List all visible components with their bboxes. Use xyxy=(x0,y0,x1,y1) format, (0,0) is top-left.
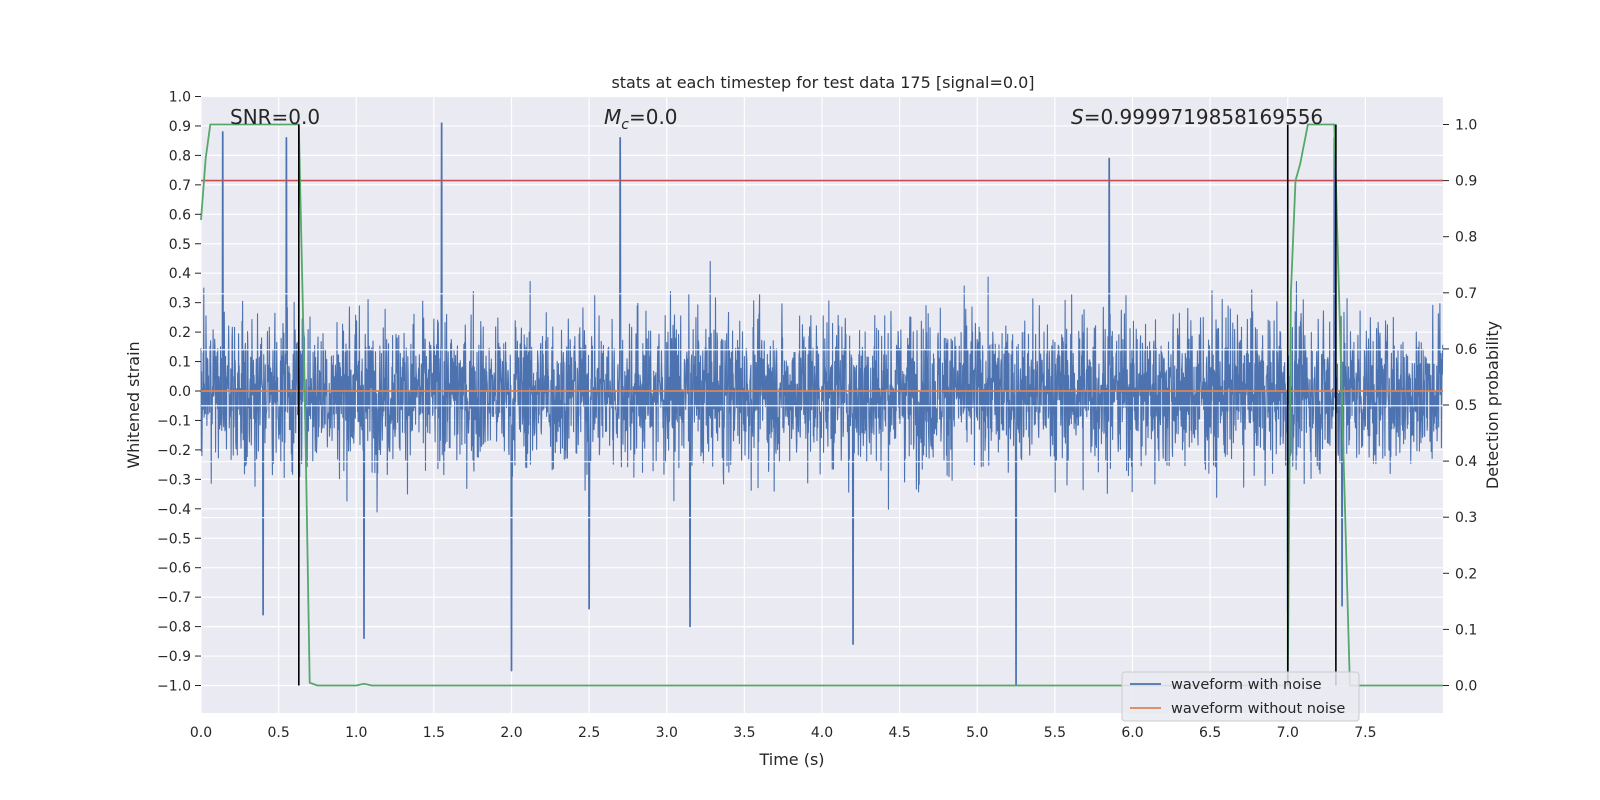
x-tick-label: 6.0 xyxy=(1121,725,1143,741)
y-tick-labels: 1.0 0.9 0.8 0.7 0.6 0.5 0.4 0.3 0.2 0.1 0.0 −0.1 −0.… xyxy=(157,90,201,695)
y2-tick-labels: 1.0 0.9 0.8 0.7 0.6 0.5 0.4 0.3 0.2 0.1 0.0 xyxy=(1443,118,1477,695)
y-tick-label: 0.6 xyxy=(169,207,191,223)
detection-probability-line xyxy=(200,123,1443,687)
chirp-mass-value: =0.0 xyxy=(629,105,678,129)
y-tick-label: 0.0 xyxy=(169,384,191,400)
legend: waveform with noise waveform without noi… xyxy=(1121,671,1360,722)
x-tick-label: 1.5 xyxy=(423,725,445,741)
y2-tick-label: 0.1 xyxy=(1455,622,1477,638)
y-tick-label: −1.0 xyxy=(157,679,191,695)
y-tick-label: 0.5 xyxy=(169,237,191,253)
y-tick-label: 0.8 xyxy=(169,148,191,164)
x-tick-label: 5.0 xyxy=(966,725,988,741)
x-tick-label: 2.0 xyxy=(500,725,522,741)
y-tick-label: 0.9 xyxy=(169,119,191,135)
score-value: =0.9999719858169556 xyxy=(1084,105,1323,129)
snr-annotation: SNR=0.0 xyxy=(230,105,320,129)
y2-axis-label: Detection probability xyxy=(1483,321,1502,489)
x-tick-label: 0.0 xyxy=(190,725,212,741)
y-tick-label: 0.1 xyxy=(169,355,191,371)
y2-tick-label: 1.0 xyxy=(1455,118,1477,134)
chart-title: stats at each timestep for test data 175… xyxy=(611,73,1034,92)
x-tick-label: 7.5 xyxy=(1354,725,1376,741)
x-tick-label: 0.5 xyxy=(267,725,289,741)
chirp-mass-subscript: c xyxy=(621,117,629,133)
x-tick-label: 6.5 xyxy=(1199,725,1221,741)
x-tick-label: 4.0 xyxy=(811,725,833,741)
y-tick-label: −0.5 xyxy=(157,531,191,547)
y-tick-label: −0.4 xyxy=(157,502,191,518)
chirp-mass-annotation: Mc=0.0 xyxy=(604,105,678,133)
series-waveform-with-noise xyxy=(200,122,1444,687)
y-tick-label: 0.2 xyxy=(169,325,191,341)
y-tick-label: −0.9 xyxy=(157,649,191,665)
y2-tick-label: 0.4 xyxy=(1455,454,1477,470)
y-axis-label: Whitened strain xyxy=(124,341,143,468)
y-tick-label: −0.7 xyxy=(157,590,191,606)
x-tick-label: 1.0 xyxy=(345,725,367,741)
y-tick-label: −0.6 xyxy=(157,561,191,577)
x-axis-label: Time (s) xyxy=(758,750,824,769)
y2-tick-label: 0.3 xyxy=(1455,510,1477,526)
score-symbol: S xyxy=(1071,105,1084,129)
legend-label-with-noise: waveform with noise xyxy=(1171,677,1322,693)
y-tick-label: −0.8 xyxy=(157,620,191,636)
x-tick-label: 7.0 xyxy=(1277,725,1299,741)
y-tick-label: −0.1 xyxy=(157,413,191,429)
x-tick-label: 2.5 xyxy=(578,725,600,741)
score-annotation: S=0.9999719858169556 xyxy=(1071,105,1323,129)
y2-tick-label: 0.2 xyxy=(1455,566,1477,582)
y2-tick-label: 0.5 xyxy=(1455,398,1477,414)
y2-tick-label: 0.7 xyxy=(1455,286,1477,302)
y2-tick-label: 0.0 xyxy=(1455,679,1477,695)
y-tick-label: 0.7 xyxy=(169,178,191,194)
y2-tick-label: 0.6 xyxy=(1455,342,1477,358)
series-lines xyxy=(200,123,1443,687)
legend-box xyxy=(1121,671,1360,722)
x-tick-label: 5.5 xyxy=(1044,725,1066,741)
x-tick-label: 4.5 xyxy=(888,725,910,741)
y-tick-label: 1.0 xyxy=(169,90,191,106)
y2-tick-label: 0.9 xyxy=(1455,174,1477,190)
x-tick-label: 3.0 xyxy=(656,725,678,741)
noise-trace xyxy=(200,122,1444,687)
y-tick-label: 0.3 xyxy=(169,296,191,312)
legend-label-without-noise: waveform without noise xyxy=(1171,701,1345,717)
y-tick-label: −0.3 xyxy=(157,472,191,488)
chirp-mass-symbol: M xyxy=(604,105,621,129)
x-tick-label: 3.5 xyxy=(733,725,755,741)
y2-tick-label: 0.8 xyxy=(1455,230,1477,246)
y-tick-label: −0.2 xyxy=(157,443,191,459)
x-tick-labels: 0.0 0.5 1.0 1.5 2.0 2.5 3.0 3.5 4.0 4.5 5.0 5.5 6.0 6… xyxy=(190,725,1377,741)
y-tick-label: 0.4 xyxy=(169,266,191,282)
